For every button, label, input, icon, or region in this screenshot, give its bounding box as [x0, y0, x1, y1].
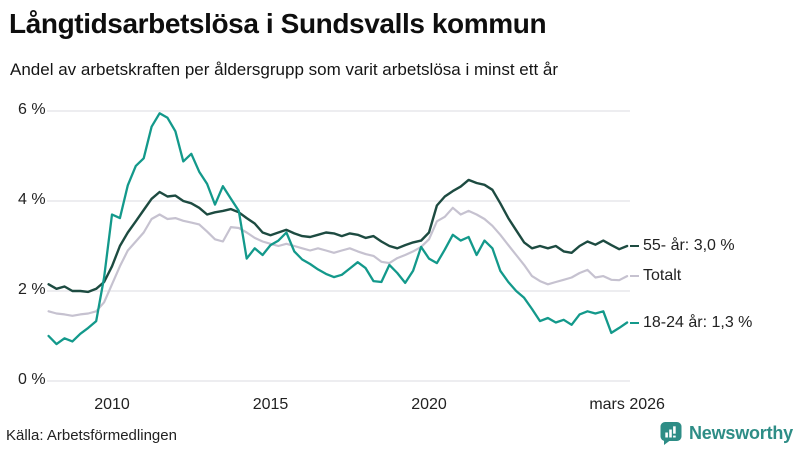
- y-axis-tick-label: 0 %: [18, 371, 46, 388]
- x-axis-tick-label: 2015: [252, 396, 289, 413]
- source-attribution: Källa: Arbetsförmedlingen: [6, 427, 177, 444]
- page-title: Långtidsarbetslösa i Sundsvalls kommun: [9, 8, 547, 39]
- series-end-label-text: 55- år: 3,0 %: [643, 237, 735, 254]
- y-axis-tick-label: 6 %: [18, 101, 46, 118]
- y-axis-tick-label: 2 %: [18, 281, 46, 298]
- series-leader-dash: [630, 275, 639, 278]
- series-leader-dash: [630, 245, 639, 247]
- newsworthy-branding: Newsworthy: [659, 421, 793, 445]
- series-end-label-18-24: 18-24 år: 1,3 %: [630, 312, 752, 334]
- series-end-label-text: 18-24 år: 1,3 %: [643, 313, 753, 331]
- x-axis-tick-label: 2010: [94, 396, 130, 413]
- x-axis-tick-label: 2020: [411, 396, 447, 413]
- series-leader-dash: [630, 321, 639, 324]
- series-end-label-text: Totalt: [643, 267, 682, 285]
- y-axis-tick-label: 4 %: [18, 191, 46, 208]
- series-end-label-totalt: Totalt: [630, 265, 681, 287]
- newsworthy-logo-icon: [660, 422, 682, 445]
- series-end-label-55plus: 55- år: 3,0 %: [630, 235, 735, 257]
- x-axis-tick-label: mars 2026: [589, 396, 665, 413]
- newsworthy-logo-text: Newsworthy: [688, 422, 793, 443]
- chart-subtitle: Andel av arbetskraften per åldersgrupp s…: [10, 60, 559, 79]
